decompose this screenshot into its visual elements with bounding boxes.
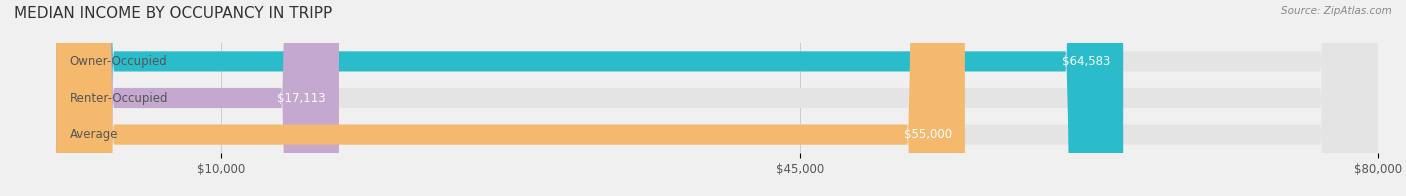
FancyBboxPatch shape xyxy=(56,0,965,196)
FancyBboxPatch shape xyxy=(56,0,1123,196)
FancyBboxPatch shape xyxy=(56,0,339,196)
Text: $64,583: $64,583 xyxy=(1062,55,1109,68)
Text: Owner-Occupied: Owner-Occupied xyxy=(69,55,167,68)
Text: $55,000: $55,000 xyxy=(904,128,952,141)
Text: $17,113: $17,113 xyxy=(277,92,326,104)
Text: Source: ZipAtlas.com: Source: ZipAtlas.com xyxy=(1281,6,1392,16)
FancyBboxPatch shape xyxy=(56,0,1378,196)
Text: Average: Average xyxy=(69,128,118,141)
FancyBboxPatch shape xyxy=(56,0,1378,196)
FancyBboxPatch shape xyxy=(56,0,1378,196)
Text: Renter-Occupied: Renter-Occupied xyxy=(69,92,167,104)
Text: MEDIAN INCOME BY OCCUPANCY IN TRIPP: MEDIAN INCOME BY OCCUPANCY IN TRIPP xyxy=(14,6,332,21)
